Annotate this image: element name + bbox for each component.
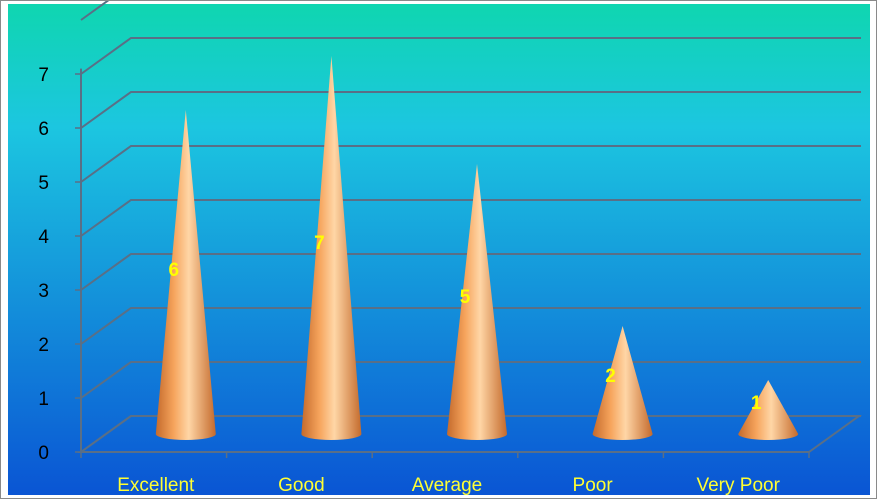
data-label: 1: [751, 393, 762, 414]
category-label: Very Poor: [696, 475, 780, 496]
cone-body: [155, 110, 216, 441]
y-axis-tick-labels: 0 1 2 3 4 5 6 7: [38, 65, 49, 464]
gridline: [80, 1, 110, 21]
gridline: [80, 37, 861, 75]
cone-very-poor: [738, 380, 799, 441]
gridline: [80, 253, 861, 291]
cone-poor: [592, 326, 653, 441]
data-label: 2: [605, 366, 616, 387]
data-label: 6: [169, 260, 180, 281]
data-label: 7: [314, 233, 325, 254]
cone-body: [301, 56, 362, 441]
data-labels: 6 7 5 2 1: [169, 233, 762, 414]
y-tick-label: 5: [38, 173, 49, 194]
cone-body: [447, 164, 507, 440]
cone-good: [301, 56, 362, 441]
cone-average: [447, 164, 507, 440]
category-labels: Excellent Good Average Poor Very Poor: [117, 475, 780, 496]
gridline: [80, 307, 861, 345]
y-tick-label: 3: [38, 281, 49, 302]
category-label: Poor: [573, 475, 614, 496]
cone-body: [592, 326, 653, 441]
data-label: 5: [460, 287, 471, 308]
category-label: Average: [412, 475, 482, 496]
cone-excellent: [155, 110, 216, 441]
cones: [155, 56, 799, 441]
y-tick-label: 2: [38, 335, 49, 356]
gridline: [80, 91, 861, 129]
gridline: [80, 199, 861, 237]
y-tick-label: 1: [38, 389, 49, 410]
y-tick-label: 6: [38, 119, 49, 140]
y-tick-label: 7: [38, 65, 49, 86]
y-tick-label: 4: [38, 227, 49, 248]
y-tick-label: 0: [38, 443, 49, 464]
gridline: [80, 145, 861, 183]
category-label: Good: [278, 475, 324, 496]
axes: [75, 68, 863, 458]
plot-background: [8, 4, 870, 495]
cone-body: [738, 380, 799, 441]
gridlines: [80, 1, 861, 453]
category-label: Excellent: [117, 475, 195, 496]
floor: [77, 415, 863, 453]
